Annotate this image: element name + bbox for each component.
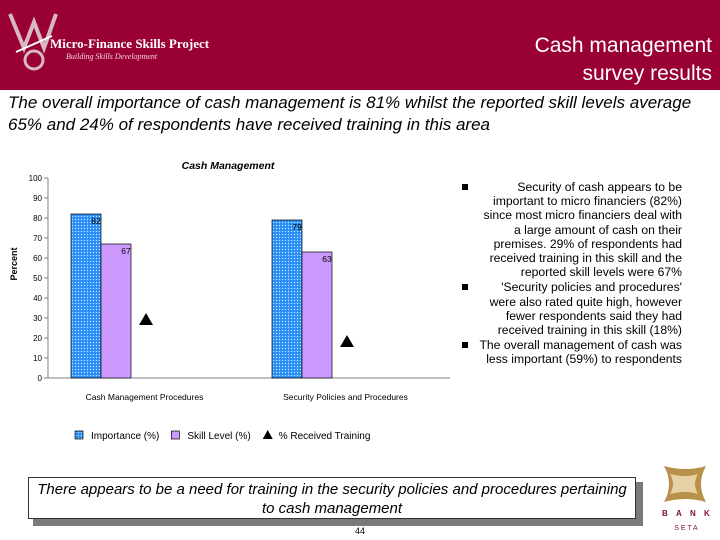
y-axis-label: Percent	[9, 247, 19, 280]
y-tick-label: 40	[33, 294, 42, 303]
finding-text: 'Security policies and procedures' were …	[489, 280, 682, 338]
finding-item: 'Security policies and procedures' were …	[460, 280, 682, 337]
legend-triangle-icon	[262, 430, 273, 439]
chart-title: Cash Management	[182, 160, 275, 172]
slide-subtitle: The overall importance of cash managemen…	[8, 93, 692, 134]
micro-finance-logo	[8, 13, 58, 71]
bar-importance	[70, 213, 102, 379]
legend-swatch	[74, 430, 84, 440]
bar-importance	[271, 219, 303, 379]
bullet-square-icon	[462, 184, 468, 190]
finding-text: The overall management of cash was less …	[479, 338, 682, 367]
logo-subtext: Building Skills Development	[66, 52, 158, 61]
y-tick-label: 60	[33, 254, 42, 263]
bullet-square-icon	[462, 284, 468, 291]
legend-swatch	[171, 430, 180, 440]
bar-skill-level	[301, 251, 333, 379]
data-label: 79	[292, 222, 302, 232]
bar-chart: Cash Management Percent 0 10 20 30 40 50 60 70 8…	[9, 160, 450, 442]
bank-logo-letter: A	[676, 509, 682, 518]
data-label: 63	[322, 254, 332, 264]
bank-logo-letter: N	[690, 509, 696, 518]
y-tick-label: 100	[29, 174, 43, 183]
bank-logo-subtext: S E T A	[674, 525, 698, 532]
y-tick-label: 90	[33, 194, 42, 203]
finding-item: Security of cash appears to be important…	[460, 180, 682, 279]
y-tick-label: 0	[38, 374, 43, 383]
slide-title-line1: Cash management	[534, 34, 712, 57]
data-label: 82	[91, 216, 101, 226]
y-tick-label: 20	[33, 334, 42, 343]
y-tick-label: 80	[33, 214, 42, 223]
y-tick-label: 10	[33, 354, 42, 363]
legend-label: Skill Level (%)	[187, 431, 250, 442]
conclusion-callout: There appears to be a need for training …	[28, 477, 636, 519]
finding-item: The overall management of cash was less …	[460, 338, 682, 366]
logo-text: Micro-Finance Skills Project	[50, 36, 210, 51]
data-label: 67	[121, 246, 131, 256]
legend-label: % Received Training	[279, 431, 371, 442]
legend-label: Importance (%)	[91, 431, 159, 442]
y-tick-label: 50	[33, 274, 42, 283]
header-band	[0, 0, 720, 90]
x-category-label: Cash Management Procedures	[86, 392, 204, 402]
y-tick-label: 30	[33, 314, 42, 323]
finding-text: Security of cash appears to be important…	[483, 180, 682, 280]
received-training-marker	[340, 335, 354, 347]
bank-seta-logo: B A N K S E T A	[656, 462, 716, 538]
bank-logo-letter: K	[704, 509, 710, 518]
bullet-square-icon	[462, 342, 468, 349]
findings-list: Security of cash appears to be important…	[460, 180, 682, 368]
slide-title-line2: survey results	[582, 62, 712, 85]
bank-logo-letter: B	[662, 509, 668, 518]
y-tick-label: 70	[33, 234, 42, 243]
slide-title: Cash management survey results	[392, 32, 712, 88]
page-number: 44	[354, 526, 365, 536]
bar-skill-level	[100, 243, 132, 379]
x-category-label: Security Policies and Procedures	[283, 392, 408, 402]
received-training-marker	[139, 313, 153, 325]
